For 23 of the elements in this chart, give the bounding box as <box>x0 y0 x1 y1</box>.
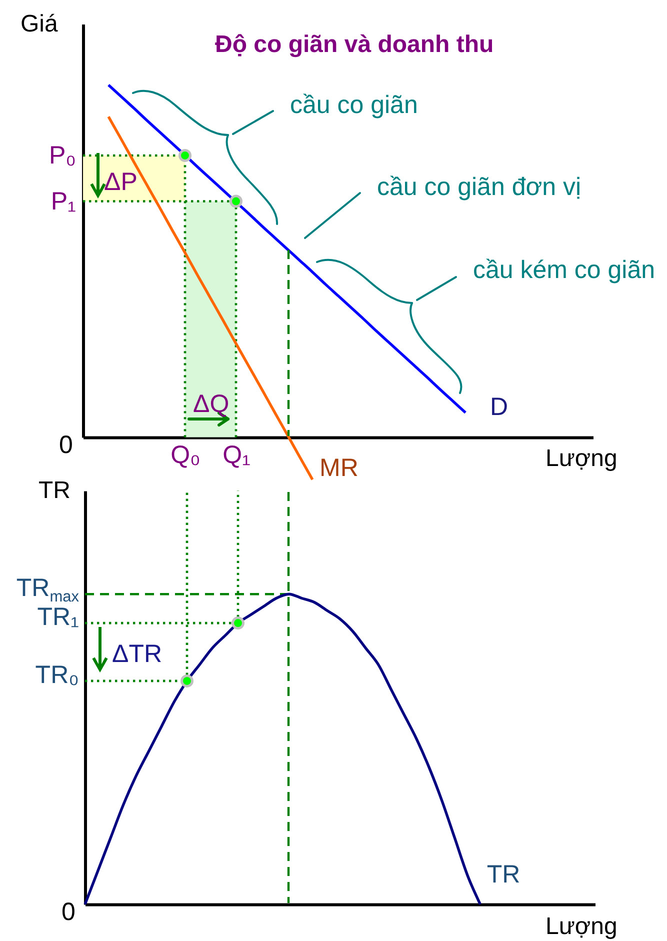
series-label: P₀ <box>48 141 76 170</box>
annotation: ΔP <box>104 168 138 196</box>
chart-title: Độ co giãn và doanh thu <box>215 31 494 58</box>
annotation: cầu co giãn đơn vị <box>377 173 582 201</box>
annotation: ΔQ <box>193 390 230 418</box>
series-label: TR₁ <box>37 603 79 632</box>
series-label: P₁ <box>50 187 76 216</box>
x-axis-title: Lượng <box>546 444 618 472</box>
x-tick-label: Q₁ <box>222 440 250 469</box>
x-tick-label: Q₀ <box>170 440 200 469</box>
text: 0 <box>59 431 73 459</box>
series-label: TR$_{max}$ <box>16 574 80 606</box>
annotation: cầu co giãn <box>290 91 418 119</box>
series-label: D <box>490 393 508 422</box>
y-axis-title: Giá <box>20 10 58 38</box>
text: 0 <box>62 898 76 926</box>
series-label: TR₀ <box>35 660 79 689</box>
y-axis-title: TR <box>38 477 70 504</box>
annotation: cầu kém co giãn <box>473 256 656 284</box>
series-label: MR <box>320 454 358 482</box>
x-axis-title: Lượng <box>546 912 618 940</box>
annotation: ΔTR <box>112 640 162 668</box>
series-label: TR <box>486 860 520 889</box>
